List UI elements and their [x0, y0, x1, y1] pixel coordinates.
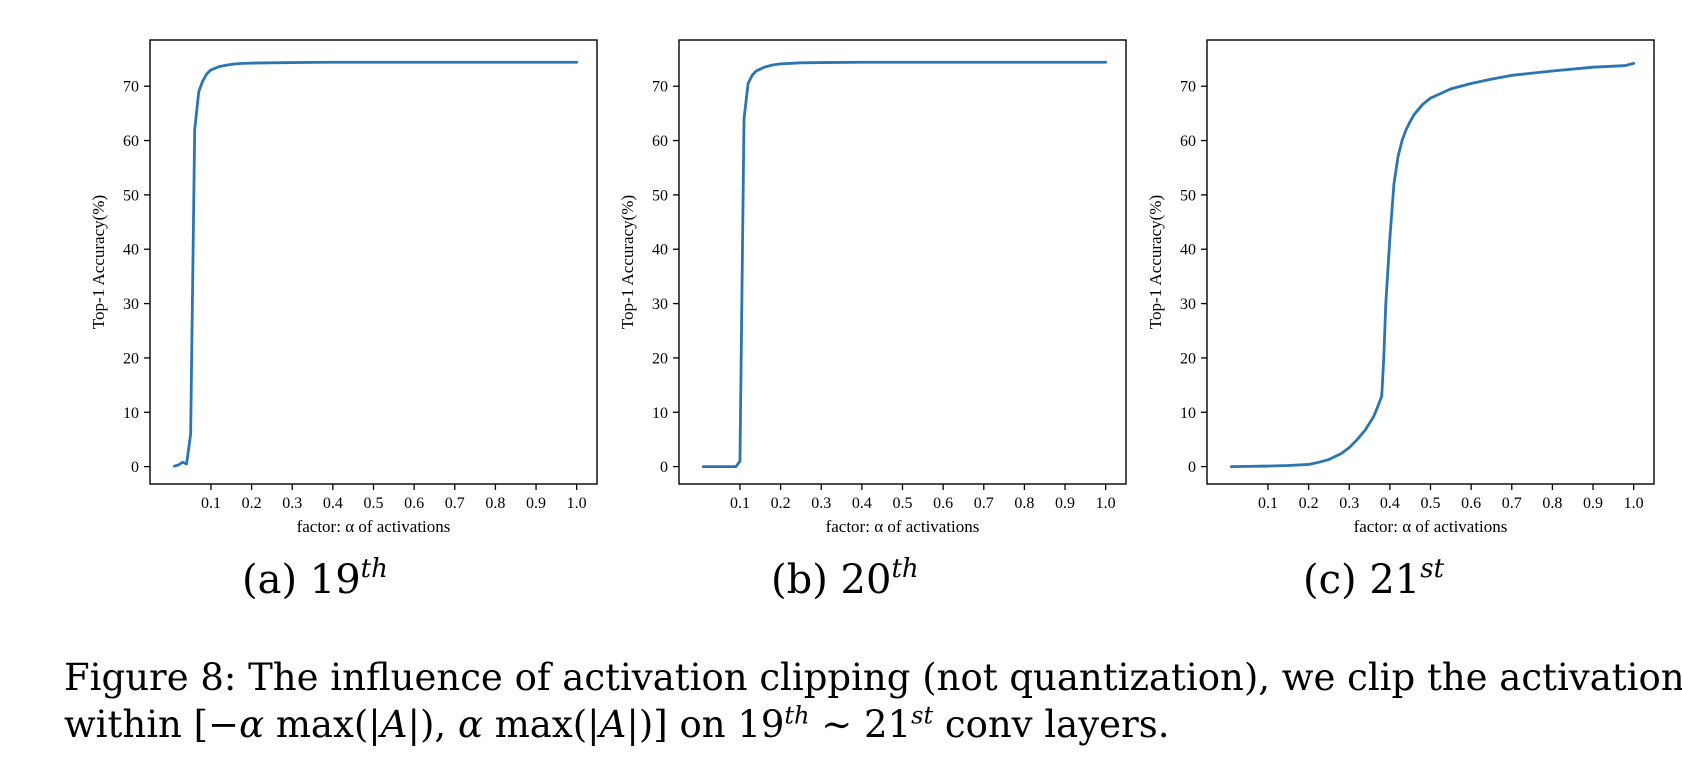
caption-close: |)] on 19	[626, 703, 785, 746]
chart-2-xtick-label: 0.6	[1461, 495, 1481, 512]
chart-0-subcaption-sup: th	[361, 554, 388, 584]
chart-2-ytick-label: 10	[1180, 405, 1196, 422]
caption-tilde: ∼ 21	[809, 703, 912, 746]
chart-1-xtick-label: 0.5	[893, 495, 913, 512]
chart-2-subcaption-label: (c) 21	[1303, 557, 1420, 603]
chart-1-xtick-label: 0.9	[1055, 495, 1075, 512]
chart-2-ytick-label: 40	[1180, 242, 1196, 259]
chart-2-subcaption-sup: st	[1420, 554, 1444, 584]
panel-c: 0.1 0.2 0.3 0.4 0.5 0.6 0.7 0.8 0.9 1.0 0 10 20 30 40 5…	[1146, 39, 1655, 603]
chart-0-ytick-label: 50	[123, 187, 139, 204]
chart-0-subcaption-label: (a) 19	[242, 557, 361, 603]
chart-1-xtick-label: 0.2	[771, 495, 791, 512]
chart-0-plot-frame	[149, 39, 598, 485]
panel-b: 0.1 0.2 0.3 0.4 0.5 0.6 0.7 0.8 0.9 1.0 0 10 20 30 40 5…	[618, 39, 1127, 603]
caption-sup-st: st	[911, 701, 934, 730]
chart-0-ytick-label: 60	[123, 133, 139, 150]
chart-0-xtick-label: 0.5	[364, 495, 384, 512]
caption-line-1: Figure 8: The influence of activation cl…	[64, 656, 1682, 699]
chart-0-xtick-label: 0.8	[485, 495, 505, 512]
chart-2-ytick-label: 20	[1180, 350, 1196, 367]
chart-1-subcaption-label: (b) 20	[771, 557, 891, 603]
chart-2-series-line	[1229, 61, 1636, 469]
chart-0-ytick-label: 0	[131, 459, 139, 476]
caption-sup-th: th	[784, 701, 810, 730]
panel-a: 0.1 0.2 0.3 0.4 0.5 0.6 0.7 0.8 0.9 1.0 0 10 20 30 40 5…	[89, 39, 598, 603]
caption-alpha-1: α	[239, 703, 265, 746]
chart-0-xtick-label: 0.3	[282, 495, 302, 512]
chart-1-xtick-label: 0.8	[1014, 495, 1034, 512]
chart-1-ytick-label: 40	[652, 242, 668, 259]
chart-0-ytick-label: 20	[123, 350, 139, 367]
chart-1-xtick-label: 0.7	[974, 495, 994, 512]
chart-2-xtick-label: 0.4	[1380, 495, 1400, 512]
chart-0-xtick-label: 0.2	[242, 495, 262, 512]
chart-2-xtick-label: 0.9	[1583, 495, 1603, 512]
chart-0-xtick-label: 0.9	[526, 495, 546, 512]
chart-1-ytick-label: 60	[652, 133, 668, 150]
chart-0-ytick-label: 70	[123, 79, 139, 96]
chart-0-ytick-label: 30	[123, 296, 139, 313]
chart-0-xtick-label: 0.7	[445, 495, 465, 512]
chart-1-plot-frame	[678, 39, 1127, 485]
chart-0-xtick-label: 0.4	[323, 495, 343, 512]
chart-1-ytick-label: 0	[660, 459, 668, 476]
caption-line-2-start: within [−	[64, 703, 240, 746]
chart-2-xtick-label: 0.8	[1542, 495, 1562, 512]
chart-1-ytick-label: 50	[652, 187, 668, 204]
chart-1-series-line	[701, 60, 1108, 469]
chart-2-x-axis-label: factor: α of activations	[1354, 517, 1508, 536]
chart-1-xtick-label: 0.3	[811, 495, 831, 512]
chart-2-ytick-label: 50	[1180, 187, 1196, 204]
caption-mid: |),	[407, 703, 458, 746]
chart-1-ytick-label: 20	[652, 350, 668, 367]
chart-1-xtick-label: 0.6	[933, 495, 953, 512]
chart-1-xtick-label: 0.4	[852, 495, 872, 512]
chart-2-xtick-label: 0.7	[1502, 495, 1522, 512]
chart-1-xtick-label: 0.1	[730, 495, 750, 512]
chart-0-ytick-label: 10	[123, 405, 139, 422]
chart-1-ytick-label: 10	[652, 405, 668, 422]
chart-1-subcaption: (b) 20th	[771, 554, 919, 603]
chart-2-subcaption: (c) 21st	[1303, 554, 1445, 603]
chart-2-ytick-label: 70	[1180, 79, 1196, 96]
chart-1-xtick-label: 1.0	[1096, 495, 1116, 512]
chart-2-y-axis-label: Top-1 Accuracy(%)	[1146, 195, 1165, 329]
chart-2-xtick-label: 0.5	[1421, 495, 1441, 512]
caption-A-2: A	[599, 703, 627, 746]
chart-0-y-axis-label: Top-1 Accuracy(%)	[89, 195, 108, 329]
caption-max-1: max(|	[264, 703, 381, 746]
chart-1-subcaption-sup: th	[891, 554, 918, 584]
chart-2-xtick-label: 0.3	[1339, 495, 1359, 512]
chart-2-xtick-label: 0.1	[1258, 495, 1278, 512]
chart-1-ytick-label: 30	[652, 296, 668, 313]
chart-2-ytick-label: 60	[1180, 133, 1196, 150]
caption-max-2: max(|	[482, 703, 600, 746]
chart-0-xtick-label: 1.0	[567, 495, 587, 512]
chart-1-y-axis-label: Top-1 Accuracy(%)	[618, 195, 637, 329]
caption-alpha-2: α	[457, 703, 483, 746]
chart-0-series-line	[172, 60, 579, 468]
chart-0-xtick-label: 0.6	[404, 495, 424, 512]
caption-tail: conv layers.	[933, 703, 1170, 746]
chart-1-ytick-label: 70	[652, 79, 668, 96]
figure-caption: Figure 8: The influence of activation cl…	[64, 654, 1682, 748]
chart-0-ytick-label: 40	[123, 242, 139, 259]
chart-0-subcaption: (a) 19th	[242, 554, 388, 603]
chart-0-xtick-label: 0.1	[201, 495, 221, 512]
chart-2-xtick-label: 0.2	[1299, 495, 1319, 512]
chart-2-plot-frame	[1206, 39, 1655, 485]
chart-2-xtick-label: 1.0	[1624, 495, 1644, 512]
chart-0-x-axis-label: factor: α of activations	[297, 517, 451, 536]
caption-A-1: A	[380, 703, 408, 746]
chart-1-x-axis-label: factor: α of activations	[826, 517, 980, 536]
caption-line-2: within [−α max(|A|), α max(|A|)] on 19th…	[64, 701, 1654, 748]
chart-2-ytick-label: 30	[1180, 296, 1196, 313]
chart-2-ytick-label: 0	[1188, 459, 1196, 476]
